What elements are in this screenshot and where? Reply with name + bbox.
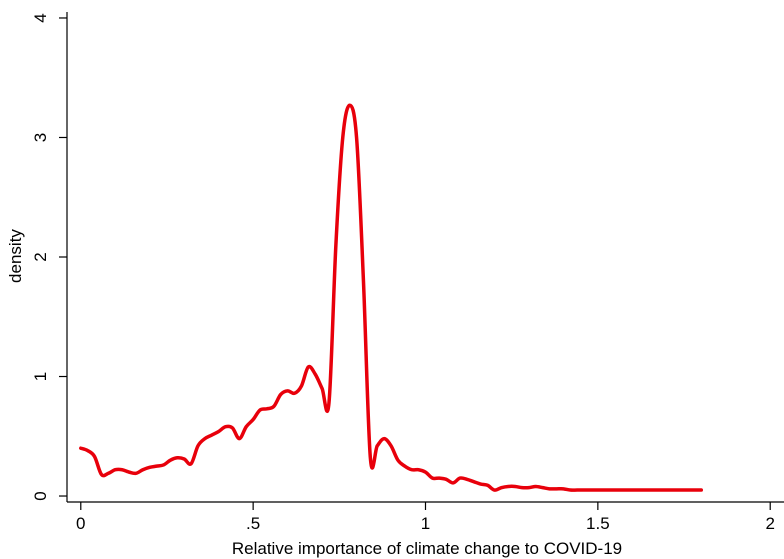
ticks: 0 .5 1 1.5 2 0 1 2 3 4 [31,13,775,533]
density-line [79,103,704,492]
y-tick-label: 3 [31,133,50,142]
series [79,103,704,492]
x-tick-label: 0 [76,514,85,533]
x-tick-label: 2 [765,514,774,533]
x-tick-label: .5 [246,514,260,533]
y-tick-label: 4 [31,13,50,22]
x-axis-title: Relative importance of climate change to… [232,539,622,558]
y-tick-label: 1 [31,372,50,381]
x-tick-label: 1 [421,514,430,533]
y-tick-label: 0 [31,491,50,500]
x-tick-label: 1.5 [586,514,610,533]
y-tick-label: 2 [31,252,50,261]
y-axis-title: density [6,229,25,283]
